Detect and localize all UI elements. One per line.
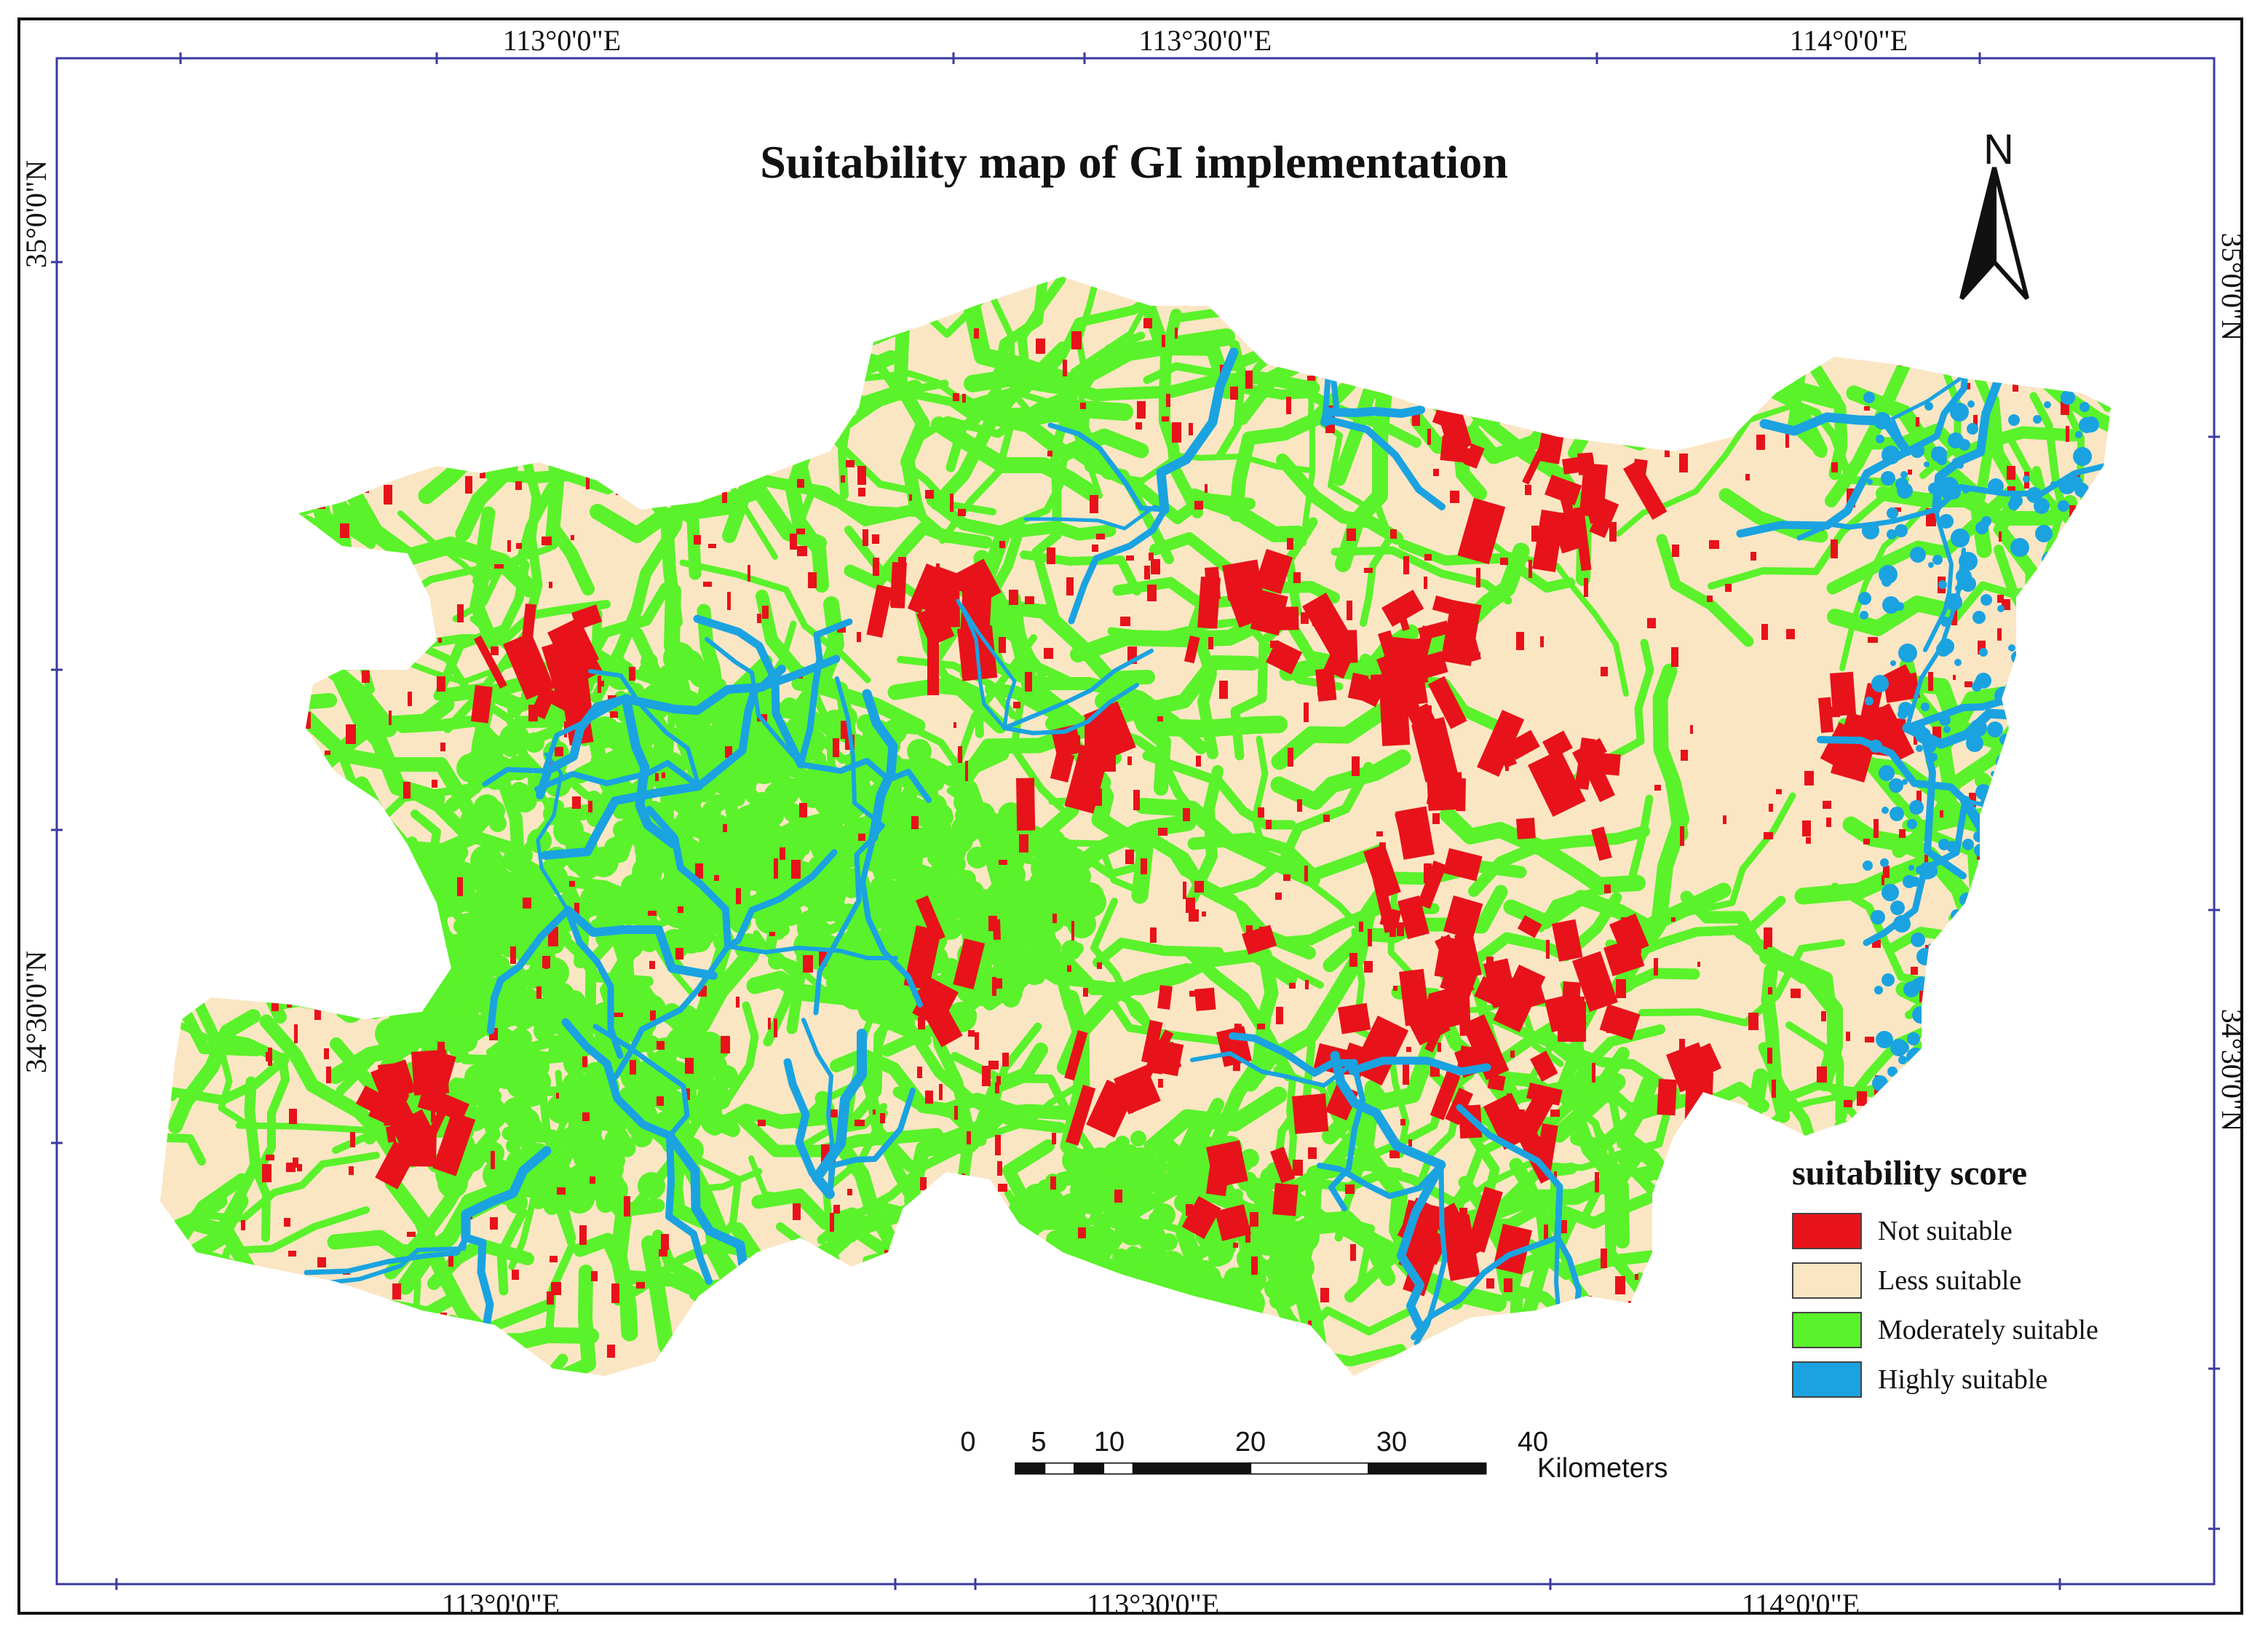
coord-label-right-1: 35°0'0"N	[2216, 232, 2248, 341]
legend: suitability score Not suitable Less suit…	[1792, 1153, 2170, 1404]
north-arrow-label: N	[1983, 126, 2014, 173]
legend-swatch	[1792, 1213, 1862, 1249]
legend-item-not-suitable: Not suitable	[1792, 1206, 2170, 1256]
legend-item-moderately-suitable: Moderately suitable	[1792, 1305, 2170, 1355]
scale-tick-label: 10	[1093, 1427, 1125, 1457]
scale-bar-segments	[1015, 1462, 1487, 1475]
map-title: Suitability map of GI implementation	[760, 136, 1508, 188]
legend-item-less-suitable: Less suitable	[1792, 1256, 2170, 1305]
inner-map-frame	[55, 57, 2216, 1586]
legend-swatch	[1792, 1361, 1862, 1398]
legend-item-highly-suitable: Highly suitable	[1792, 1355, 2170, 1404]
coord-label-left-2: 34°30'0"N	[20, 950, 52, 1074]
coord-label-right-2: 34°30'0"N	[2216, 1008, 2248, 1132]
legend-swatch	[1792, 1312, 1862, 1348]
scale-tick-label: 20	[1234, 1427, 1266, 1457]
outer-frame	[17, 17, 2243, 1615]
coord-label-top-1: 113°0'0"E	[502, 24, 622, 57]
scale-bar: 0 5 10 20 30 40 Kilometers	[960, 1427, 1696, 1514]
scale-tick-label: 5	[1031, 1427, 1047, 1457]
coord-label-left-1: 35°0'0"N	[20, 159, 52, 269]
legend-label: Not suitable	[1878, 1216, 2013, 1246]
legend-label: Moderately suitable	[1878, 1315, 2098, 1345]
north-arrow-icon	[1959, 167, 2029, 301]
coord-label-top-3: 114°0'0"E	[1789, 24, 1908, 57]
legend-swatch	[1792, 1262, 1862, 1299]
legend-label: Highly suitable	[1878, 1364, 2048, 1395]
coord-label-bottom-1: 113°0'0"E	[441, 1588, 560, 1621]
scale-tick-label: 30	[1376, 1427, 1408, 1457]
coord-label-top-2: 113°30'0"E	[1138, 24, 1272, 57]
coord-label-bottom-2: 113°30'0"E	[1086, 1588, 1220, 1621]
legend-title: suitability score	[1792, 1154, 2028, 1192]
legend-label: Less suitable	[1878, 1265, 2022, 1296]
scale-tick-label: 0	[960, 1427, 976, 1457]
scale-unit-label: Kilometers	[1537, 1453, 1668, 1484]
coord-label-bottom-3: 114°0'0"E	[1741, 1588, 1860, 1621]
graticule-ticks	[51, 52, 2220, 1590]
scale-tick-label: 40	[1517, 1427, 1549, 1457]
